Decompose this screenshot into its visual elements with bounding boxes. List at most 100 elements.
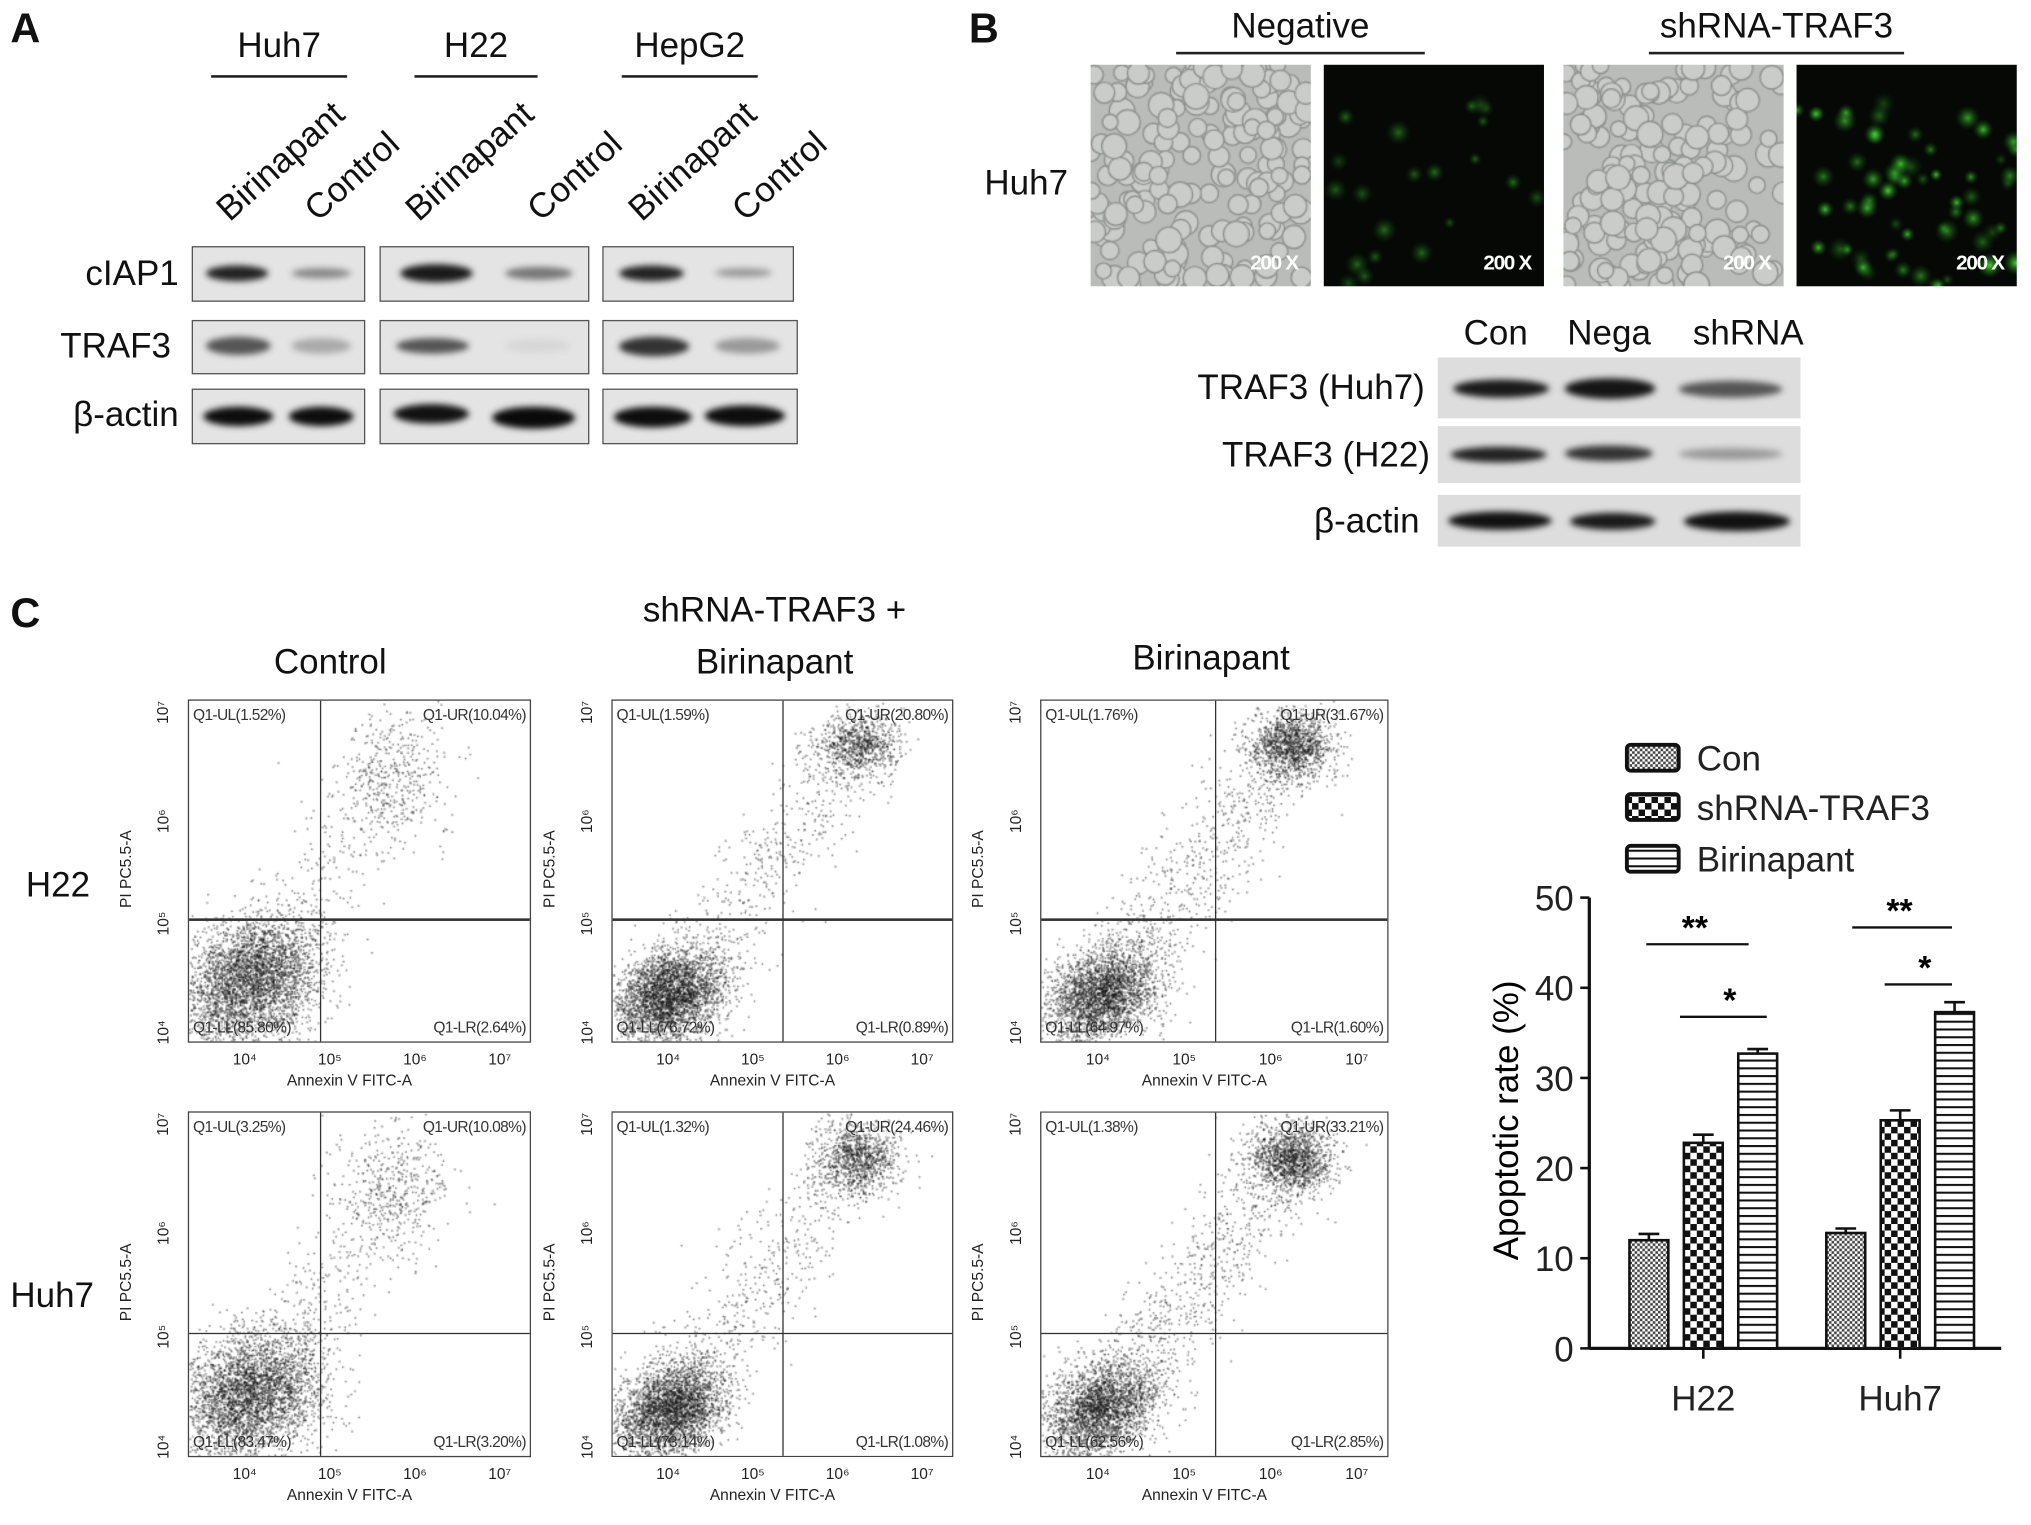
western-blot-actin-h22: [379, 388, 590, 445]
blot-lane-con: Con: [1463, 313, 1528, 353]
quadrant-gate-vertical: [1214, 1112, 1216, 1456]
header-underline: [1176, 51, 1425, 55]
quadrant-label-ll: Q1-LL(76.72%): [616, 1018, 715, 1037]
western-blot-ciap1-h22: [379, 246, 590, 302]
row-label-huh7: Huh7: [10, 1275, 94, 1315]
quadrant-label-lr: Q1-LR(0.89%): [855, 1018, 949, 1037]
y-tick-label: 0: [1554, 1330, 1573, 1369]
y-tick-label: 10⁵: [577, 1324, 597, 1349]
legend-swatch-shrna-traf3: [1624, 792, 1681, 822]
blot-row-label-traf3-h22: TRAF3 (H22): [1222, 435, 1430, 475]
flow-event-scatter: [612, 1112, 953, 1456]
cell-line-header-h22: H22: [443, 25, 509, 65]
bar-con-h22: [1628, 1238, 1670, 1350]
panel-b-letter: B: [968, 5, 999, 52]
legend-swatch-con: [1624, 742, 1681, 773]
blot-row-label-actin: β-actin: [73, 395, 179, 434]
quadrant-label-lr: Q1-LR(2.85%): [1290, 1432, 1384, 1451]
y-tick-label: 10⁴: [1006, 1020, 1025, 1044]
quadrant-gate-horizontal: [1041, 918, 1388, 921]
panel-c-letter: C: [10, 589, 41, 636]
x-tick-label: 10⁷: [910, 1050, 934, 1069]
cell-line-header-huh7: Huh7: [237, 25, 321, 65]
bar-birinapant-huh7: [1933, 1010, 1976, 1350]
x-axis-label: Annexin V FITC-A: [709, 1071, 836, 1090]
x-tick-label: Huh7: [1858, 1380, 1942, 1419]
flow-cytometry-plot: Q1-UL(1.52%) Q1-UR(10.04%) Q1-LL(85.80%) Q1…: [117, 699, 532, 1089]
blot-row-label-actin: β-actin: [1313, 501, 1420, 541]
y-axis-label: PI PC5.5-A: [540, 1242, 559, 1321]
flow-cytometry-plot: Q1-UL(1.59%) Q1-UR(20.80%) Q1-LL(76.72%) Q1…: [540, 699, 954, 1089]
fluorescence-micrograph-shrna: 200 X: [1796, 64, 2017, 287]
flow-plot-area: Q1-UL(3.25%) Q1-UR(10.08%) Q1-LL(83.47%) Q1…: [187, 1111, 532, 1458]
column-title-combo-line1: shRNA-TRAF3 +: [642, 590, 907, 630]
y-tick-label: 10⁵: [1006, 911, 1025, 935]
y-tick-label: 10⁵: [577, 911, 597, 935]
y-tick-label: 10⁷: [1006, 700, 1025, 724]
header-underline: [621, 75, 758, 78]
y-tick-label: 10⁶: [1006, 808, 1025, 833]
apoptotic-rate-bar-chart: Con shRNA-TRAF3 Birinapant 0 10 20 30 40 50 H22 H…: [1487, 740, 2002, 1419]
header-underline: [414, 75, 538, 78]
panel-a-letter: A: [10, 5, 41, 52]
x-tick-label: 10⁵: [317, 1050, 342, 1069]
quadrant-gate-horizontal: [189, 918, 530, 921]
x-tick-label: H22: [1671, 1380, 1735, 1419]
brightfield-micrograph-negative: 200 X: [1090, 64, 1311, 287]
y-tick-label: 10⁷: [153, 700, 173, 724]
significance-marker: **: [1682, 910, 1709, 947]
y-tick-label: 10⁷: [153, 1112, 173, 1136]
x-axis-label: Annexin V FITC-A: [286, 1485, 413, 1504]
quadrant-label-ur: Q1-UR(31.67%): [1280, 705, 1384, 725]
quadrant-label-ul: Q1-UL(3.25%): [192, 1117, 286, 1136]
quadrant-gate-vertical: [782, 1112, 784, 1456]
x-tick-label: 10⁴: [656, 1464, 681, 1484]
legend-swatch-birinapant: [1624, 843, 1681, 874]
y-tick-label: 10⁴: [578, 1020, 597, 1044]
flow-plot-area: Q1-UL(1.32%) Q1-UR(24.46%) Q1-LL(73.14%) Q1…: [611, 1111, 954, 1458]
flow-cytometry-plot: Q1-UL(1.38%) Q1-UR(33.21%) Q1-LL(62.56%) Q1…: [969, 1111, 1389, 1504]
y-tick-label: 10⁵: [154, 911, 173, 935]
quadrant-gate-vertical: [782, 700, 784, 1042]
quadrant-label-ur: Q1-UR(10.04%): [422, 705, 527, 725]
x-tick-label: 10⁶: [403, 1464, 427, 1484]
y-tick-label: 10⁷: [577, 1112, 596, 1136]
x-tick-label: 10⁶: [1258, 1050, 1283, 1069]
brightfield-micrograph-shrna: 200 X: [1563, 64, 1784, 287]
y-tick-label: 10⁷: [1006, 1112, 1025, 1136]
significance-marker: **: [1886, 893, 1913, 930]
x-tick-label: 10⁵: [1172, 1464, 1197, 1484]
blot-lane-shrna: shRNA: [1692, 313, 1804, 353]
x-axis-label: Annexin V FITC-A: [1141, 1485, 1268, 1504]
column-title-combo-line2: Birinapant: [695, 642, 854, 682]
bar-con-huh7: [1825, 1231, 1867, 1350]
blot-row-label-ciap1: cIAP1: [85, 253, 179, 293]
x-tick-label: 10⁴: [656, 1050, 681, 1069]
group-header-negative: Negative: [1231, 6, 1370, 46]
x-tick-label: 10⁴: [1085, 1464, 1110, 1484]
quadrant-label-ur: Q1-UR(33.21%): [1280, 1117, 1384, 1136]
y-tick-label: 10⁴: [154, 1020, 173, 1044]
y-tick-label: 10⁷: [577, 700, 596, 724]
y-tick-label: 10: [1535, 1240, 1574, 1279]
header-underline: [211, 75, 348, 78]
x-tick-label: 10⁵: [1172, 1050, 1197, 1069]
flow-plot-area: Q1-UL(1.76%) Q1-UR(31.67%) Q1-LL(64.97%) Q1…: [1040, 699, 1389, 1043]
x-axis-label: Annexin V FITC-A: [1141, 1071, 1268, 1090]
magnification-label: 200 X: [1956, 252, 2005, 275]
y-tick-label: 10⁴: [578, 1434, 597, 1459]
bar-shrna-traf3-h22: [1682, 1141, 1725, 1350]
quadrant-label-lr: Q1-LR(2.64%): [433, 1018, 526, 1037]
x-tick-label: 10⁶: [825, 1464, 850, 1484]
quadrant-label-ll: Q1-LL(73.14%): [616, 1432, 715, 1451]
quadrant-gate-horizontal: [189, 1332, 530, 1334]
quadrant-label-lr: Q1-LR(3.20%): [433, 1432, 526, 1451]
x-tick-label: 10⁷: [1345, 1464, 1369, 1484]
flow-plot-area: Q1-UL(1.38%) Q1-UR(33.21%) Q1-LL(62.56%) Q1…: [1040, 1111, 1389, 1458]
y-tick-label: 50: [1535, 880, 1574, 919]
y-axis-label: PI PC5.5-A: [116, 829, 135, 908]
flow-event-scatter: [612, 700, 953, 1042]
quadrant-gate-horizontal: [612, 1332, 953, 1334]
x-axis-label: Annexin V FITC-A: [709, 1485, 836, 1504]
